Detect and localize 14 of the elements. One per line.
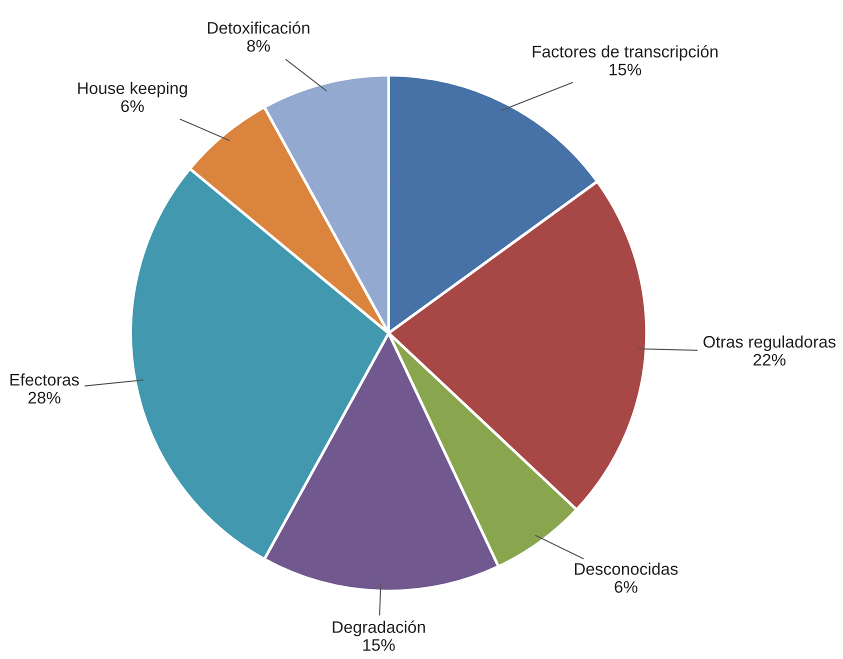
data-label: 15% — [363, 639, 395, 651]
slice-label: Factores de transcripción — [532, 45, 718, 61]
slice-label: Efectoras — [10, 373, 79, 386]
slice-label: Otras reguladoras — [704, 335, 836, 352]
slice-label: Detoxificación — [208, 21, 310, 34]
slice-label: Desconocidas — [574, 562, 678, 575]
slice-label: Degradación — [332, 620, 425, 636]
data-label: 28% — [28, 392, 60, 404]
data-label: 8% — [247, 40, 270, 52]
data-label: 15% — [610, 64, 642, 76]
slice-label: House keeping — [78, 82, 187, 98]
data-label: 6% — [614, 581, 638, 593]
data-label: 22% — [754, 354, 786, 366]
data-label: 6% — [121, 100, 144, 112]
